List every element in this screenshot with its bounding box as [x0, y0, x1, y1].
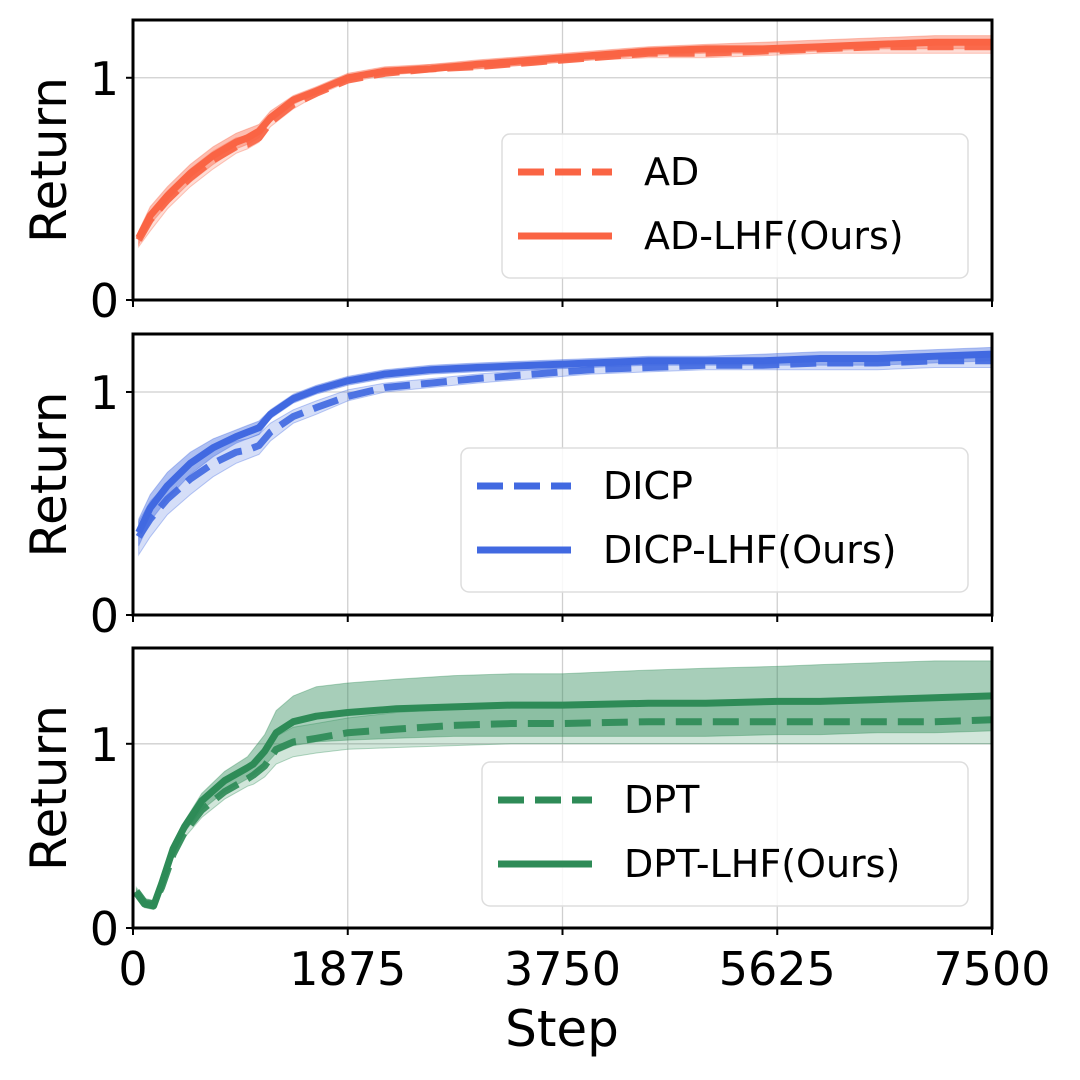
band-dicp [138, 353, 992, 557]
y-axis-label: Return [20, 77, 78, 243]
plot-area [135, 346, 992, 557]
line-dpt [133, 716, 992, 908]
band-dpt-lhf-ours- [135, 660, 992, 911]
band-dicp-lhf-ours- [138, 346, 992, 547]
legend-box [460, 447, 969, 593]
legend-label: AD-LHF(Ours) [644, 214, 904, 258]
y-axis-label: Return [20, 392, 78, 558]
line-dicp-lhf-ours- [135, 350, 992, 534]
y-tick-label: 0 [90, 589, 119, 643]
legend-label: DICP [603, 464, 693, 508]
legend-label: DICP-LHF(Ours) [603, 528, 896, 572]
x-tick-label: 1875 [289, 942, 406, 996]
legend-label: DPT [624, 778, 700, 822]
legend: DPT DPT-LHF(Ours) [481, 761, 969, 907]
x-axis-label: Step [505, 1000, 619, 1058]
line-dicp [135, 357, 992, 539]
plot-area [135, 35, 992, 249]
y-tick-label: 0 [90, 902, 119, 956]
legend: AD AD-LHF(Ours) [501, 133, 969, 279]
y-tick-label: 0 [90, 274, 119, 328]
legend-label: DPT-LHF(Ours) [624, 842, 900, 886]
y-axis-label: Return [20, 705, 78, 871]
x-tick-label: 5625 [719, 942, 836, 996]
legend: DICP DICP-LHF(Ours) [460, 447, 969, 593]
x-tick-label: 3750 [504, 942, 621, 996]
legend-box [481, 761, 969, 907]
x-tick-label: 0 [118, 942, 147, 996]
panel-3: 0 1 0 1875 3750 5625 7500 Return DPT DPT-LHF(Ours… [20, 646, 1051, 996]
line-ad-lhf-ours- [135, 38, 992, 240]
x-tick-label: 7500 [933, 942, 1050, 996]
y-tick-label: 1 [90, 52, 119, 106]
y-tick-label: 1 [90, 718, 119, 772]
legend-label: AD [644, 150, 699, 194]
legend-box [501, 133, 969, 279]
y-tick-label: 1 [90, 366, 119, 420]
plot-area [133, 660, 992, 911]
